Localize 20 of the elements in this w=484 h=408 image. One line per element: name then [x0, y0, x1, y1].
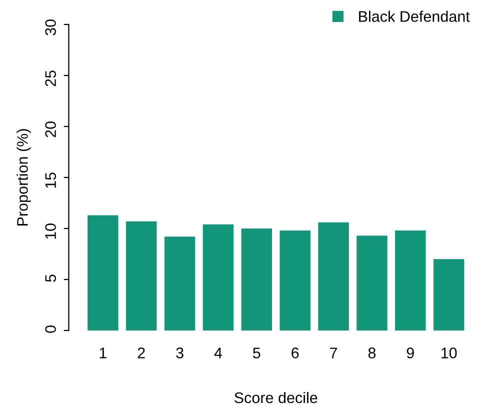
x-tick-label: 2 — [138, 348, 145, 358]
x-tick-label: 4 — [214, 348, 222, 358]
y-tick-label: 15 — [45, 172, 56, 188]
y-tick-label: 20 — [45, 122, 56, 138]
x-tick-label: 10 — [442, 348, 457, 358]
x-tick-label: 1 — [100, 348, 106, 358]
x-axis-title: Score decile — [234, 392, 318, 404]
legend-label: Black Defendant — [359, 10, 470, 22]
y-tick-label: 10 — [45, 224, 56, 239]
y-tick-label: 0 — [45, 326, 56, 333]
x-tick-label: 5 — [253, 348, 260, 358]
y-tick-label: 25 — [45, 70, 56, 86]
y-tick-label: 30 — [45, 20, 56, 36]
x-tick-label: 9 — [406, 348, 414, 358]
x-tick-label: 6 — [292, 348, 299, 358]
y-tick-label: 5 — [45, 274, 56, 282]
x-tick-label: 7 — [330, 348, 338, 358]
x-tick-label: 3 — [176, 348, 184, 358]
y-axis-title: Proportion (%) — [16, 129, 31, 226]
x-tick-label: 8 — [368, 348, 376, 358]
